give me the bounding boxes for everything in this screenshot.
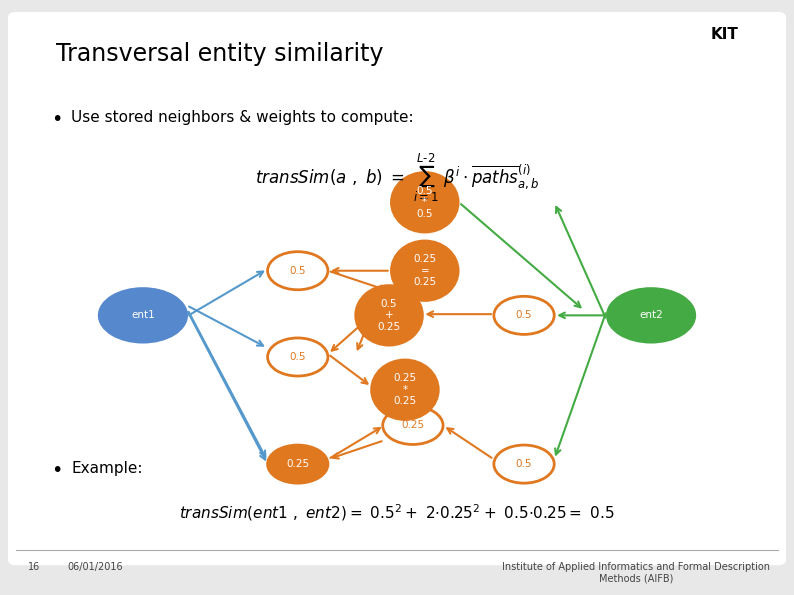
Text: •: •: [52, 110, 63, 129]
Text: 0.5: 0.5: [290, 352, 306, 362]
Text: Transversal entity similarity: Transversal entity similarity: [56, 42, 383, 65]
Ellipse shape: [391, 241, 458, 300]
Text: 0.5: 0.5: [516, 459, 532, 469]
Text: •: •: [52, 461, 63, 480]
Text: 0.25: 0.25: [401, 421, 425, 430]
Ellipse shape: [372, 360, 438, 419]
Text: $\it{transSim}$$(ent1\ ,\ ent2)=\ 0.5^2+\ 2{\cdot}0.25^2+\ 0.5{\cdot}0.25=\ 0.5$: $\it{transSim}$$(ent1\ ,\ ent2)=\ 0.5^2+…: [179, 503, 615, 524]
Ellipse shape: [268, 252, 328, 290]
Ellipse shape: [607, 289, 695, 342]
Ellipse shape: [494, 296, 554, 334]
Text: 0.5
*
0.5: 0.5 * 0.5: [417, 186, 433, 219]
Text: 0.5: 0.5: [516, 311, 532, 320]
Text: 0.5
+
0.25: 0.5 + 0.25: [377, 299, 401, 332]
Ellipse shape: [268, 338, 328, 376]
Ellipse shape: [391, 173, 458, 232]
Text: 0.25: 0.25: [286, 459, 310, 469]
Text: 0.25
=
0.25: 0.25 = 0.25: [413, 254, 437, 287]
Text: ent2: ent2: [639, 311, 663, 320]
Text: KIT: KIT: [711, 27, 738, 42]
Text: Institute of Applied Informatics and Formal Description
Methods (AIFB): Institute of Applied Informatics and For…: [502, 562, 770, 584]
Text: Use stored neighbors & weights to compute:: Use stored neighbors & weights to comput…: [71, 110, 414, 125]
Text: Example:: Example:: [71, 461, 143, 476]
Ellipse shape: [494, 445, 554, 483]
Ellipse shape: [99, 289, 187, 342]
Ellipse shape: [268, 445, 328, 483]
Ellipse shape: [356, 286, 422, 345]
Text: $\it{transSim}$$(a\ ,\ b)\ =\ \sum_{i=1}^{L\text{-}2}\ \beta^i \cdot \overline{p: $\it{transSim}$$(a\ ,\ b)\ =\ \sum_{i=1}…: [255, 152, 539, 204]
Text: 0.5: 0.5: [290, 266, 306, 275]
Text: ent1: ent1: [131, 311, 155, 320]
FancyBboxPatch shape: [8, 12, 786, 565]
Ellipse shape: [383, 406, 443, 444]
Text: 06/01/2016: 06/01/2016: [67, 562, 123, 572]
Text: 16: 16: [28, 562, 40, 572]
Text: 0.25
*
0.25: 0.25 * 0.25: [393, 373, 417, 406]
